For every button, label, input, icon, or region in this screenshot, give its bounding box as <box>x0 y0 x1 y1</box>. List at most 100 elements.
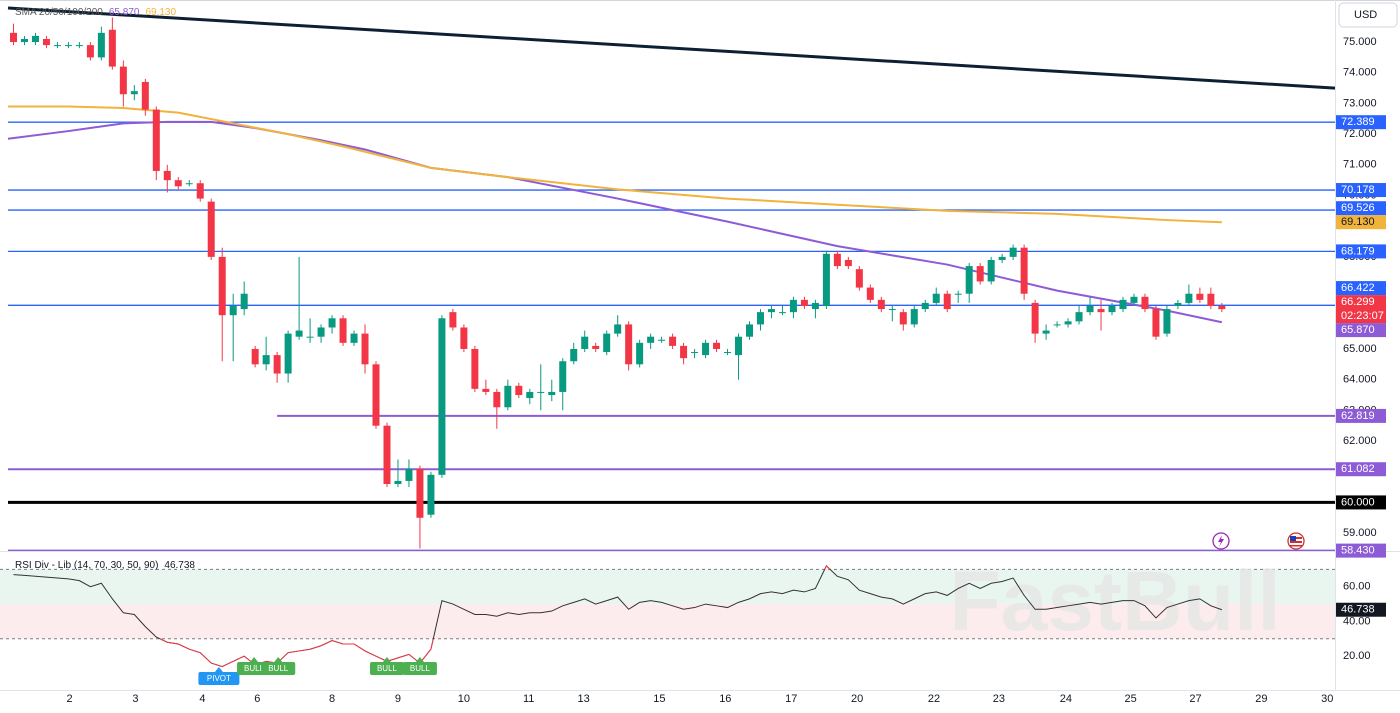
candle-body <box>174 180 182 187</box>
candle-body <box>339 318 347 343</box>
signal-arrow <box>250 657 259 662</box>
price-badge <box>1336 543 1386 558</box>
candle-body <box>141 81 149 110</box>
candle-body <box>1108 305 1116 313</box>
trendline <box>7 6 1335 90</box>
signal-arrow <box>382 657 391 662</box>
x-tick-label: 16 <box>719 693 731 705</box>
candle-body <box>1207 293 1215 306</box>
candle-body <box>1196 293 1204 300</box>
candle-body <box>680 345 688 359</box>
x-tick-label: 20 <box>851 693 863 705</box>
candle-body <box>1185 293 1193 303</box>
lightning-icon[interactable] <box>1212 532 1230 550</box>
candle-body <box>745 324 753 337</box>
candle-body <box>240 293 248 310</box>
candle-body <box>559 361 567 392</box>
candle-body <box>86 45 94 58</box>
signal-arrow <box>274 657 283 662</box>
candle-body <box>800 299 808 306</box>
currency-label: USD <box>1354 9 1377 21</box>
candle-body <box>932 293 940 303</box>
candle-body <box>31 35 39 43</box>
watermark: FastBull <box>949 554 1280 648</box>
candle-body <box>1075 312 1083 322</box>
candle-body <box>394 480 402 485</box>
price-badge <box>1336 295 1386 324</box>
candle-body <box>328 318 336 328</box>
candle-body <box>152 109 160 171</box>
price-badge <box>1336 495 1386 510</box>
candle-body <box>97 32 105 58</box>
candle-body <box>361 333 369 365</box>
candle-body <box>735 336 743 356</box>
price-badge-label: 66.299 <box>1341 296 1375 308</box>
candle-body <box>1119 299 1127 310</box>
candle-body <box>372 364 380 426</box>
candle-body <box>9 32 17 43</box>
candle-body <box>438 318 446 475</box>
candle-body <box>888 309 896 311</box>
signal-label: BULL <box>244 664 265 673</box>
price-badge <box>1336 201 1386 216</box>
price-badge <box>1336 281 1386 296</box>
x-tick-label: 9 <box>395 693 401 705</box>
price-badge-label: 69.130 <box>1341 216 1375 228</box>
candle-body <box>295 330 303 337</box>
candle-body <box>998 256 1006 260</box>
candle-body <box>844 259 852 267</box>
main-pane <box>7 6 1335 551</box>
candle-body <box>1064 321 1072 325</box>
candle-body <box>822 253 830 306</box>
x-tick-label: 22 <box>928 693 940 705</box>
x-tick-label: 8 <box>329 693 335 705</box>
y-tick-label: 59.000 <box>1343 527 1377 539</box>
signal-label-bg <box>402 662 437 675</box>
y-tick-label: 71.000 <box>1343 159 1377 171</box>
candle-body <box>119 66 127 95</box>
y-tick-label: 62.000 <box>1343 435 1377 447</box>
x-tick-label: 24 <box>1060 693 1072 705</box>
candle-body <box>877 299 885 310</box>
candle-body <box>130 91 138 95</box>
price-badge-label: 69.526 <box>1341 202 1375 214</box>
candle-body <box>943 293 951 310</box>
candle-body <box>416 468 424 518</box>
candle-body <box>163 170 171 181</box>
flag-icon[interactable] <box>1287 532 1305 550</box>
signal-label: PIVOT <box>207 674 231 683</box>
candle-body <box>427 474 435 515</box>
candle-body <box>548 391 556 396</box>
candle-body <box>976 266 984 282</box>
candle-body <box>636 342 644 365</box>
candle-body <box>1053 324 1061 326</box>
moving-average <box>8 105 1222 224</box>
candle-body <box>405 468 413 481</box>
price-badge-label: 66.422 <box>1341 282 1375 294</box>
candle-body <box>811 302 819 310</box>
candle-body <box>833 253 841 267</box>
candle-body <box>713 342 721 349</box>
signal-label: BULL <box>377 664 398 673</box>
x-tick-label: 13 <box>577 693 589 705</box>
candle-body <box>691 352 699 354</box>
candle-body <box>196 183 204 199</box>
candle-body <box>614 324 622 334</box>
candle-body <box>910 309 918 325</box>
price-badge-label: 02:23:07 <box>1341 310 1384 322</box>
candle-body <box>1086 305 1094 313</box>
y-tick-label: 74.000 <box>1343 67 1377 79</box>
candle-body <box>1174 302 1182 306</box>
x-tick-label: 4 <box>199 693 205 705</box>
x-tick-label: 29 <box>1255 693 1267 705</box>
candle-body <box>1152 309 1160 337</box>
ma-legend-value: 65.870 <box>109 7 140 18</box>
rsi-upper-band <box>0 569 1335 605</box>
candle-body <box>987 259 995 282</box>
candle-body <box>504 385 512 408</box>
candle-body <box>383 425 391 485</box>
currency-button[interactable] <box>1338 2 1398 28</box>
